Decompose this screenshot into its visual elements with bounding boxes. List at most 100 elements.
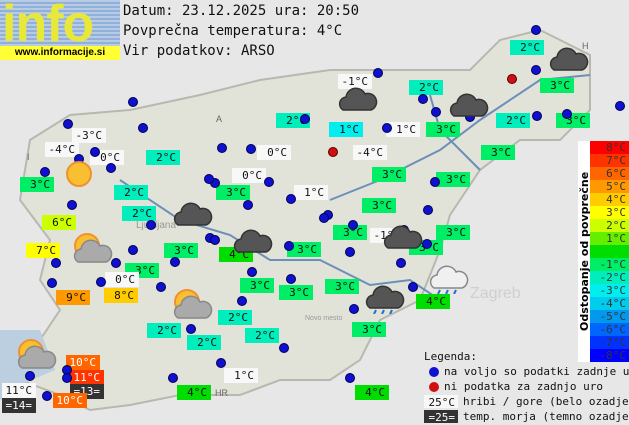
no-data-station-dot[interactable] [507, 74, 517, 84]
station-dot[interactable] [42, 391, 52, 401]
station-dot[interactable] [284, 241, 294, 251]
station-dot[interactable] [246, 144, 256, 154]
temperature-label[interactable]: 4°C [177, 385, 211, 400]
temperature-label[interactable]: 3°C [333, 225, 367, 240]
temperature-label[interactable]: 1°C [329, 122, 363, 137]
temperature-label[interactable]: 8°C [104, 288, 138, 303]
temperature-label[interactable]: 2°C [147, 323, 181, 338]
temperature-label[interactable]: 0°C [105, 272, 139, 287]
station-dot[interactable] [168, 373, 178, 383]
station-dot[interactable] [146, 220, 156, 230]
temperature-label[interactable]: 3°C [164, 243, 198, 258]
station-dot[interactable] [216, 358, 226, 368]
station-dot[interactable] [531, 65, 541, 75]
station-dot[interactable] [96, 277, 106, 287]
temperature-label[interactable]: 3°C [436, 225, 470, 240]
station-dot[interactable] [319, 213, 329, 223]
station-dot[interactable] [345, 247, 355, 257]
station-dot[interactable] [532, 111, 542, 121]
temperature-label[interactable]: 3°C [426, 122, 460, 137]
station-dot[interactable] [25, 371, 35, 381]
temperature-label[interactable]: 7°C [26, 243, 60, 258]
station-dot[interactable] [396, 258, 406, 268]
station-dot[interactable] [431, 107, 441, 117]
temperature-label[interactable]: 3°C [436, 172, 470, 187]
station-dot[interactable] [408, 282, 418, 292]
station-dot[interactable] [247, 267, 257, 277]
temperature-label[interactable]: 1°C [386, 122, 420, 137]
station-dot[interactable] [286, 274, 296, 284]
temperature-label[interactable]: 4°C [355, 385, 389, 400]
temperature-label[interactable]: 3°C [556, 113, 590, 128]
temperature-label[interactable]: -3°C [72, 128, 106, 143]
temperature-label[interactable]: 1°C [294, 185, 328, 200]
temperature-label[interactable]: 3°C [216, 185, 250, 200]
station-dot[interactable] [63, 119, 73, 129]
temperature-label[interactable]: 3°C [481, 145, 515, 160]
station-dot[interactable] [90, 147, 100, 157]
station-dot[interactable] [562, 109, 572, 119]
temperature-label[interactable]: 11°C [70, 370, 104, 385]
station-dot[interactable] [156, 282, 166, 292]
station-dot[interactable] [186, 324, 196, 334]
temperature-label[interactable]: 1°C [224, 368, 258, 383]
station-dot[interactable] [106, 163, 116, 173]
station-dot[interactable] [67, 200, 77, 210]
station-dot[interactable] [47, 278, 57, 288]
station-dot[interactable] [422, 239, 432, 249]
station-dot[interactable] [237, 296, 247, 306]
station-dot[interactable] [348, 220, 358, 230]
station-dot[interactable] [264, 177, 274, 187]
station-dot[interactable] [138, 123, 148, 133]
temperature-label[interactable]: 0°C [232, 168, 266, 183]
temperature-label[interactable]: 3°C [20, 177, 54, 192]
station-dot[interactable] [423, 205, 433, 215]
temperature-label[interactable]: -1°C [338, 74, 372, 89]
station-dot[interactable] [373, 68, 383, 78]
temperature-label[interactable]: 3°C [287, 242, 321, 257]
temperature-label[interactable]: 6°C [42, 215, 76, 230]
temperature-label[interactable]: 10°C [53, 393, 87, 408]
temperature-label[interactable]: 2°C [187, 335, 221, 350]
temperature-label[interactable]: 3°C [540, 78, 574, 93]
station-dot[interactable] [204, 174, 214, 184]
temperature-label[interactable]: 2°C [218, 310, 252, 325]
station-dot[interactable] [62, 373, 72, 383]
temperature-label[interactable]: 3°C [279, 285, 313, 300]
temperature-label[interactable]: 2°C [114, 185, 148, 200]
station-dot[interactable] [217, 143, 227, 153]
temperature-label[interactable]: 10°C [66, 355, 100, 370]
station-dot[interactable] [531, 25, 541, 35]
station-dot[interactable] [170, 257, 180, 267]
temperature-label[interactable]: -4°C [45, 142, 79, 157]
station-dot[interactable] [128, 97, 138, 107]
temperature-label[interactable]: -4°C [353, 145, 387, 160]
temperature-label[interactable]: 3°C [240, 278, 274, 293]
station-dot[interactable] [382, 123, 392, 133]
no-data-station-dot[interactable] [328, 147, 338, 157]
station-dot[interactable] [111, 258, 121, 268]
station-dot[interactable] [345, 373, 355, 383]
temperature-label[interactable]: 2°C [496, 113, 530, 128]
temperature-label[interactable]: 3°C [325, 279, 359, 294]
logo-url[interactable]: www.informacije.si [0, 46, 120, 60]
station-dot[interactable] [128, 245, 138, 255]
temperature-label[interactable]: 2°C [510, 40, 544, 55]
temperature-label[interactable]: =14= [2, 398, 36, 413]
temperature-label[interactable]: 0°C [257, 145, 291, 160]
station-dot[interactable] [210, 235, 220, 245]
station-dot[interactable] [349, 304, 359, 314]
temperature-label[interactable]: 3°C [362, 198, 396, 213]
station-dot[interactable] [279, 343, 289, 353]
temperature-label[interactable]: 2°C [146, 150, 180, 165]
temperature-label[interactable]: 4°C [416, 294, 450, 309]
temperature-label[interactable]: 3°C [372, 167, 406, 182]
temperature-label[interactable]: 3°C [352, 322, 386, 337]
temperature-label[interactable]: 11°C [2, 383, 36, 398]
temperature-label[interactable]: 2°C [245, 328, 279, 343]
logo[interactable]: info www.informacije.si [0, 0, 120, 60]
station-dot[interactable] [615, 101, 625, 111]
station-dot[interactable] [300, 114, 310, 124]
station-dot[interactable] [430, 177, 440, 187]
temperature-label[interactable]: 2°C [122, 206, 156, 221]
